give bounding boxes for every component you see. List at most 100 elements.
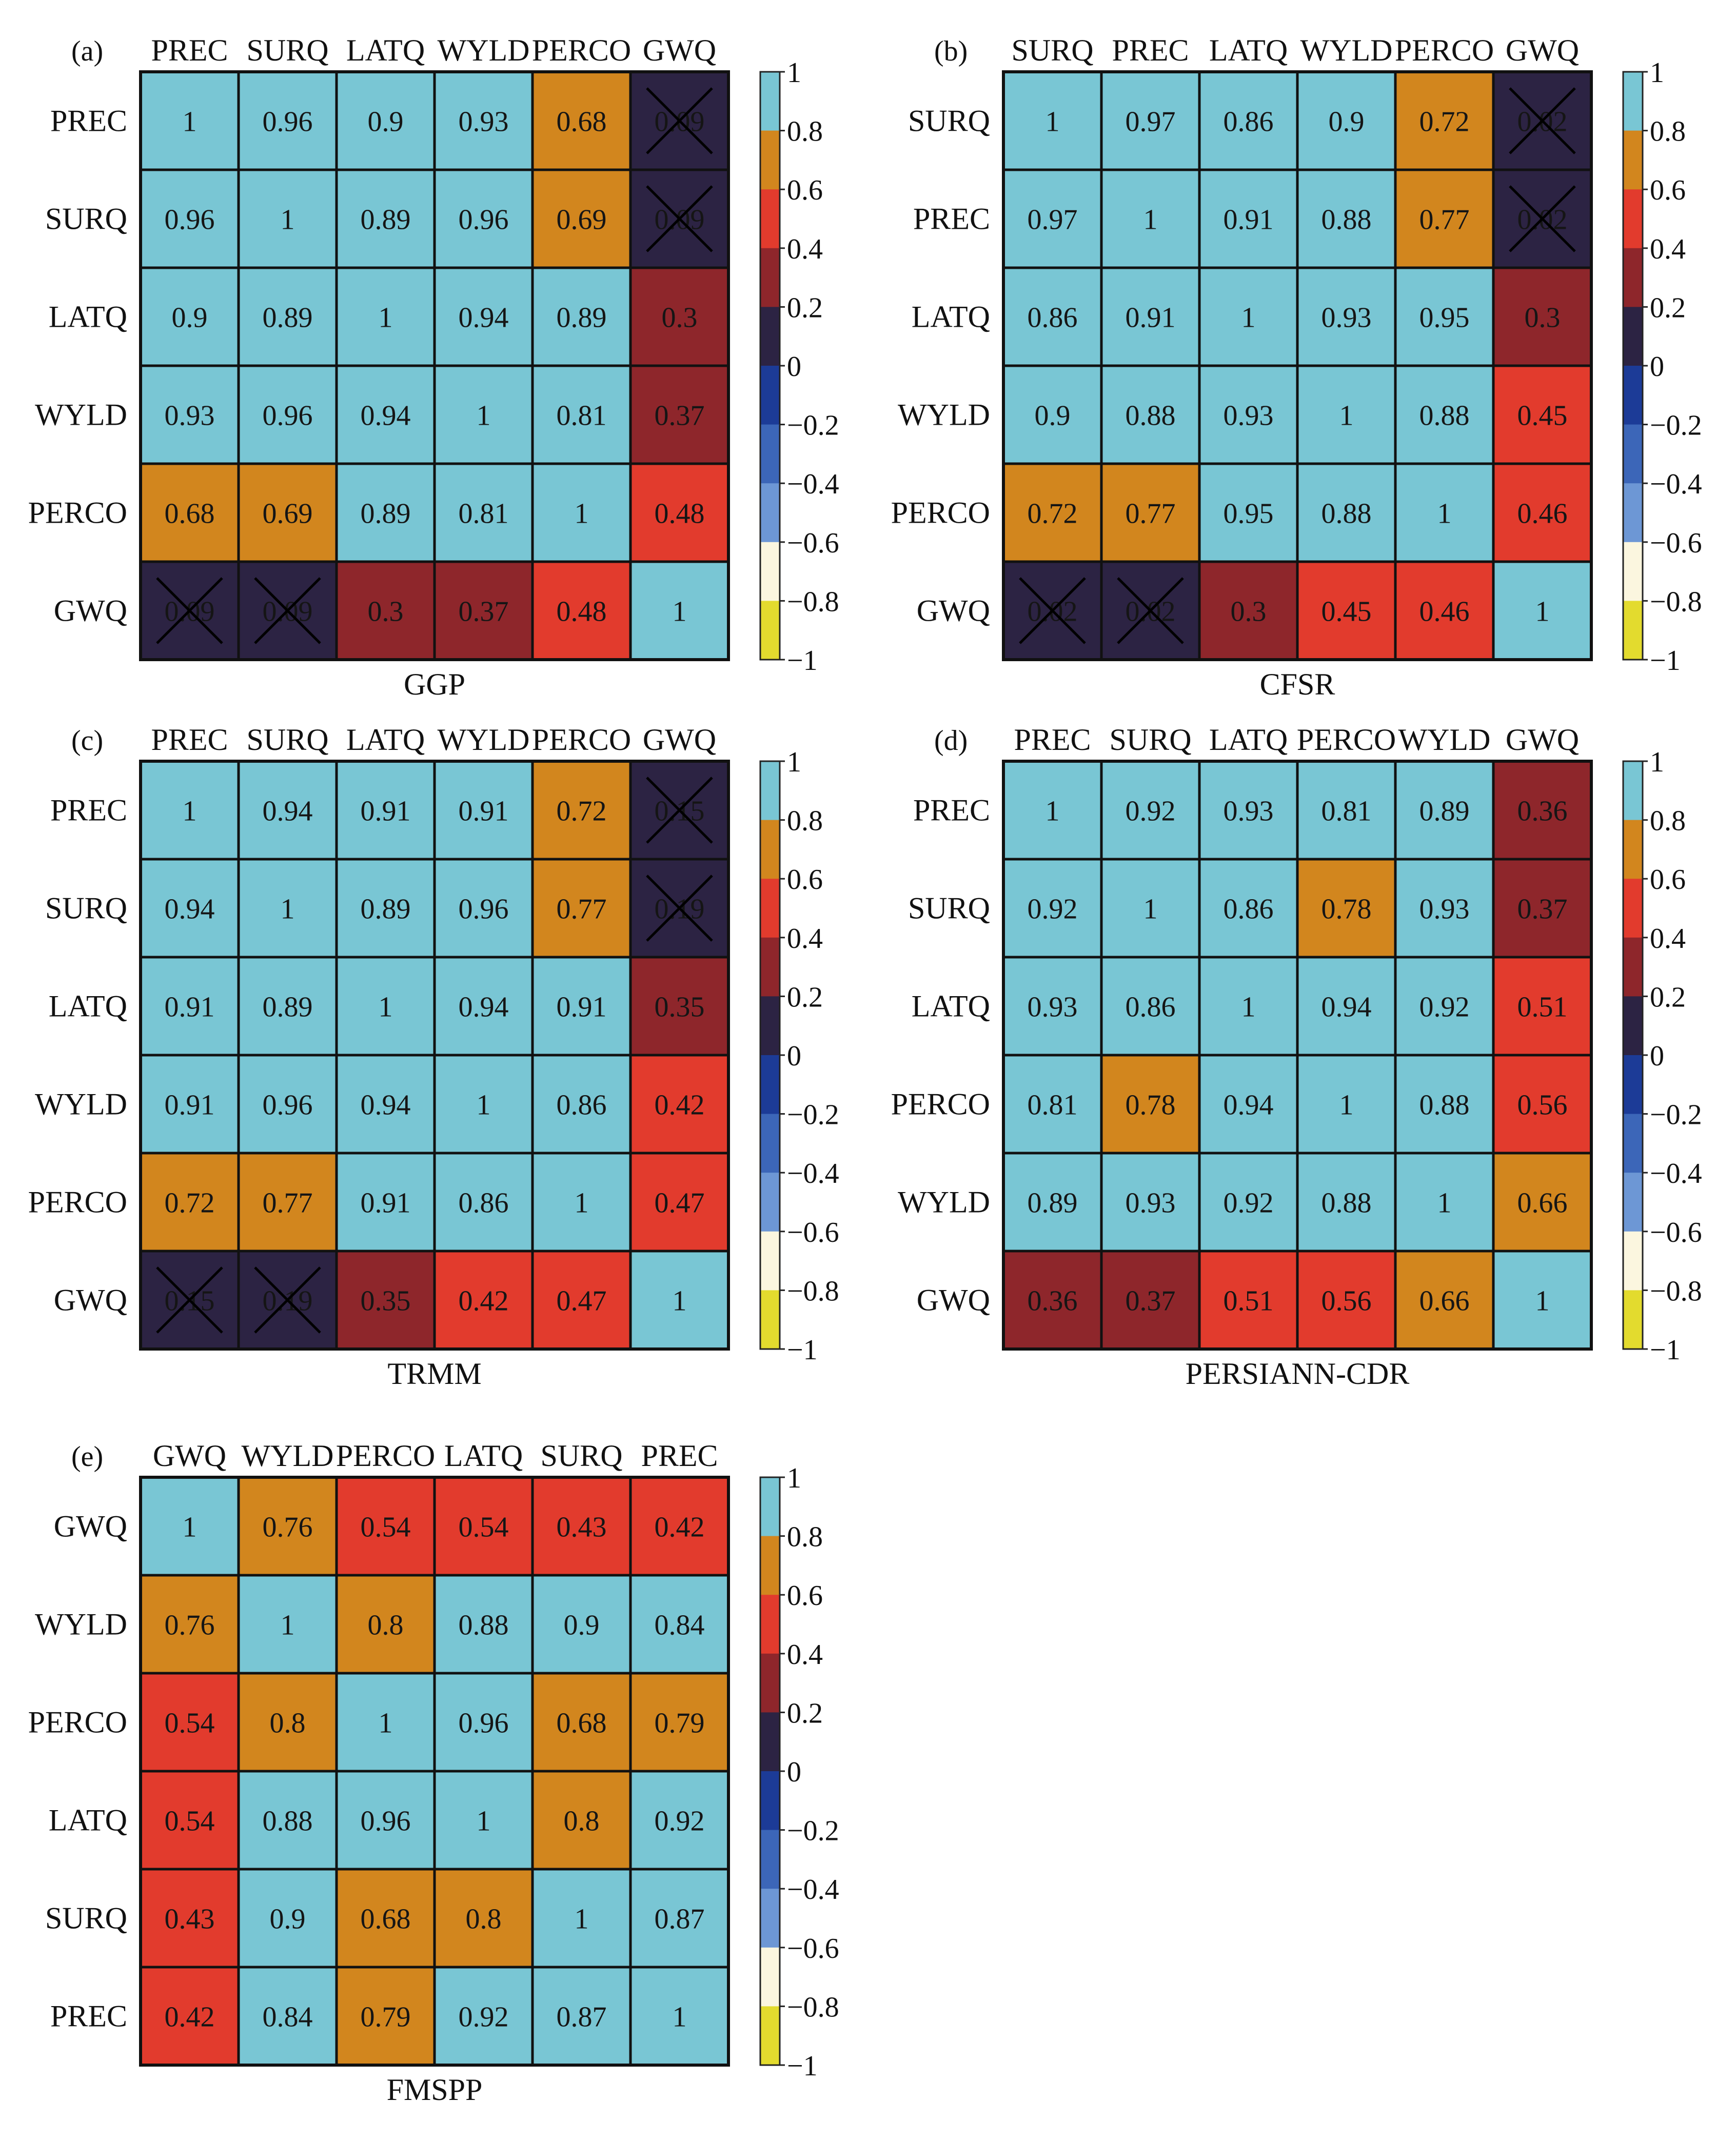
column-label: SURQ xyxy=(246,723,328,757)
heatmap-border xyxy=(1002,70,1593,661)
column-label: LATQ xyxy=(346,723,425,757)
cell-value-label: 0.92 xyxy=(655,1806,705,1837)
heatmap-cell xyxy=(1394,1152,1495,1253)
row-label: WYLD xyxy=(35,398,127,432)
cell-value-label: 0.91 xyxy=(361,1187,411,1219)
cell-value-label: 0.46 xyxy=(1517,498,1568,530)
cell-value-label: 0.86 xyxy=(459,1187,509,1219)
cell-value-label: 1 xyxy=(673,596,687,628)
cell-value-label: 0.56 xyxy=(1321,1285,1372,1317)
cell-value-label: 0.37 xyxy=(655,400,705,432)
heatmap-cell xyxy=(1394,70,1495,171)
column-label: PREC xyxy=(1014,723,1091,757)
cell-value-label: 0.95 xyxy=(1419,302,1470,334)
cell-value-label: 1 xyxy=(1437,498,1452,530)
heatmap-cell xyxy=(1492,462,1593,563)
heatmap-cell xyxy=(531,1152,632,1253)
cell-value-label: 0.81 xyxy=(459,498,509,530)
cell-value-label: 0.97 xyxy=(1126,106,1176,138)
cell-value-label: 0.96 xyxy=(459,204,509,236)
heatmap-cell xyxy=(335,956,436,1057)
cell-value-label: 1 xyxy=(379,1708,393,1739)
colorbar-segment xyxy=(760,1947,780,2007)
colorbar-segment xyxy=(760,2006,780,2066)
insignificant-cross-mark xyxy=(254,1266,321,1334)
insignificant-cross-mark xyxy=(646,185,713,252)
cell-value-label: 1 xyxy=(477,1089,491,1121)
row-label: PREC xyxy=(50,1999,127,2033)
cell-value-label: 0.51 xyxy=(1517,992,1568,1023)
cell-value-label: 0.42 xyxy=(165,2001,215,2033)
cell-value-label: 0.94 xyxy=(1224,1089,1274,1121)
cell-value-label: 0.96 xyxy=(165,204,215,236)
insignificant-cross-mark xyxy=(1117,577,1184,644)
column-label: SURQ xyxy=(1011,33,1093,67)
cell-value-label: 0.68 xyxy=(557,1708,607,1739)
heatmap-cell xyxy=(433,1476,534,1577)
heatmap-cell xyxy=(335,266,436,367)
cell-value-label: 0.94 xyxy=(1321,992,1372,1023)
cell-value-label: 1 xyxy=(1241,992,1256,1023)
colorbar-segment xyxy=(760,72,780,131)
row-label: SURQ xyxy=(45,1901,127,1935)
colorbar-segment xyxy=(760,1595,780,1654)
heatmap-cell xyxy=(1002,858,1103,959)
colorbar-segment xyxy=(760,1173,780,1232)
cell-value-label: 0.96 xyxy=(459,894,509,925)
cell-value-label: 0.78 xyxy=(1126,1089,1176,1121)
cell-value-label: 0.36 xyxy=(1517,796,1568,827)
row-label: PERCO xyxy=(28,496,127,530)
colorbar-tick-label: 0.6 xyxy=(787,864,823,896)
cell-value-label: 0.88 xyxy=(1321,498,1372,530)
row-label: GWQ xyxy=(917,1283,990,1317)
heatmap-border xyxy=(139,70,730,661)
column-label: GWQ xyxy=(1506,33,1579,67)
colorbar-segment xyxy=(1623,366,1643,425)
cell-value-label: 1 xyxy=(1143,894,1158,925)
colorbar-tick-label: 1 xyxy=(787,1462,801,1494)
colorbar-segment xyxy=(760,1830,780,1889)
cell-value-label: 0.37 xyxy=(1517,894,1568,925)
panel-title: CFSR xyxy=(1260,667,1335,701)
heatmap-cell xyxy=(629,266,730,367)
cell-value-label: 0.92 xyxy=(1224,1187,1274,1219)
row-label: WYLD xyxy=(898,1185,990,1219)
row-label: LATQ xyxy=(49,1803,127,1837)
column-label: PERCO xyxy=(532,723,631,757)
heatmap-cell xyxy=(1100,1250,1201,1351)
heatmap-cell xyxy=(433,1250,534,1351)
heatmap-cell xyxy=(1296,364,1397,465)
cell-value-label: 1 xyxy=(183,796,197,827)
panel-label: (d) xyxy=(934,725,968,757)
heatmap-cell xyxy=(335,1476,436,1577)
heatmap-cell xyxy=(1492,1054,1593,1155)
heatmap-cell xyxy=(629,1672,730,1773)
colorbar-tick-label: 0 xyxy=(787,1040,801,1072)
cell-value-label: 0.68 xyxy=(557,106,607,138)
heatmap-cell xyxy=(1394,266,1495,367)
colorbar-tick-label: −0.6 xyxy=(787,1217,839,1248)
colorbar-tick-label: 0.6 xyxy=(1650,864,1686,896)
colorbar-tick-label: 0.4 xyxy=(1650,233,1686,265)
cell-value-label: 1 xyxy=(575,1187,589,1219)
colorbar-segment xyxy=(1623,130,1643,190)
colorbar-segment xyxy=(1623,820,1643,879)
heatmap-cell xyxy=(1492,1152,1593,1253)
colorbar-segment xyxy=(1623,483,1643,543)
heatmap-cell xyxy=(237,760,338,861)
heatmap-cell xyxy=(629,462,730,563)
colorbar-segment xyxy=(1623,424,1643,484)
cell-value-label: 0.87 xyxy=(655,1904,705,1935)
colorbar-segment xyxy=(1623,248,1643,307)
panel-label: (a) xyxy=(71,35,103,67)
cell-value-label: 0.51 xyxy=(1224,1285,1274,1317)
column-label: WYLD xyxy=(1398,723,1491,757)
cell-value-label: 0.76 xyxy=(263,1512,313,1543)
row-label: PREC xyxy=(913,202,990,236)
colorbar-tick-label: −1 xyxy=(787,1334,818,1366)
column-label: PREC xyxy=(151,723,228,757)
colorbar-segment xyxy=(760,879,780,938)
colorbar-segment xyxy=(1623,542,1643,601)
colorbar-tick-label: 0.8 xyxy=(787,116,823,148)
